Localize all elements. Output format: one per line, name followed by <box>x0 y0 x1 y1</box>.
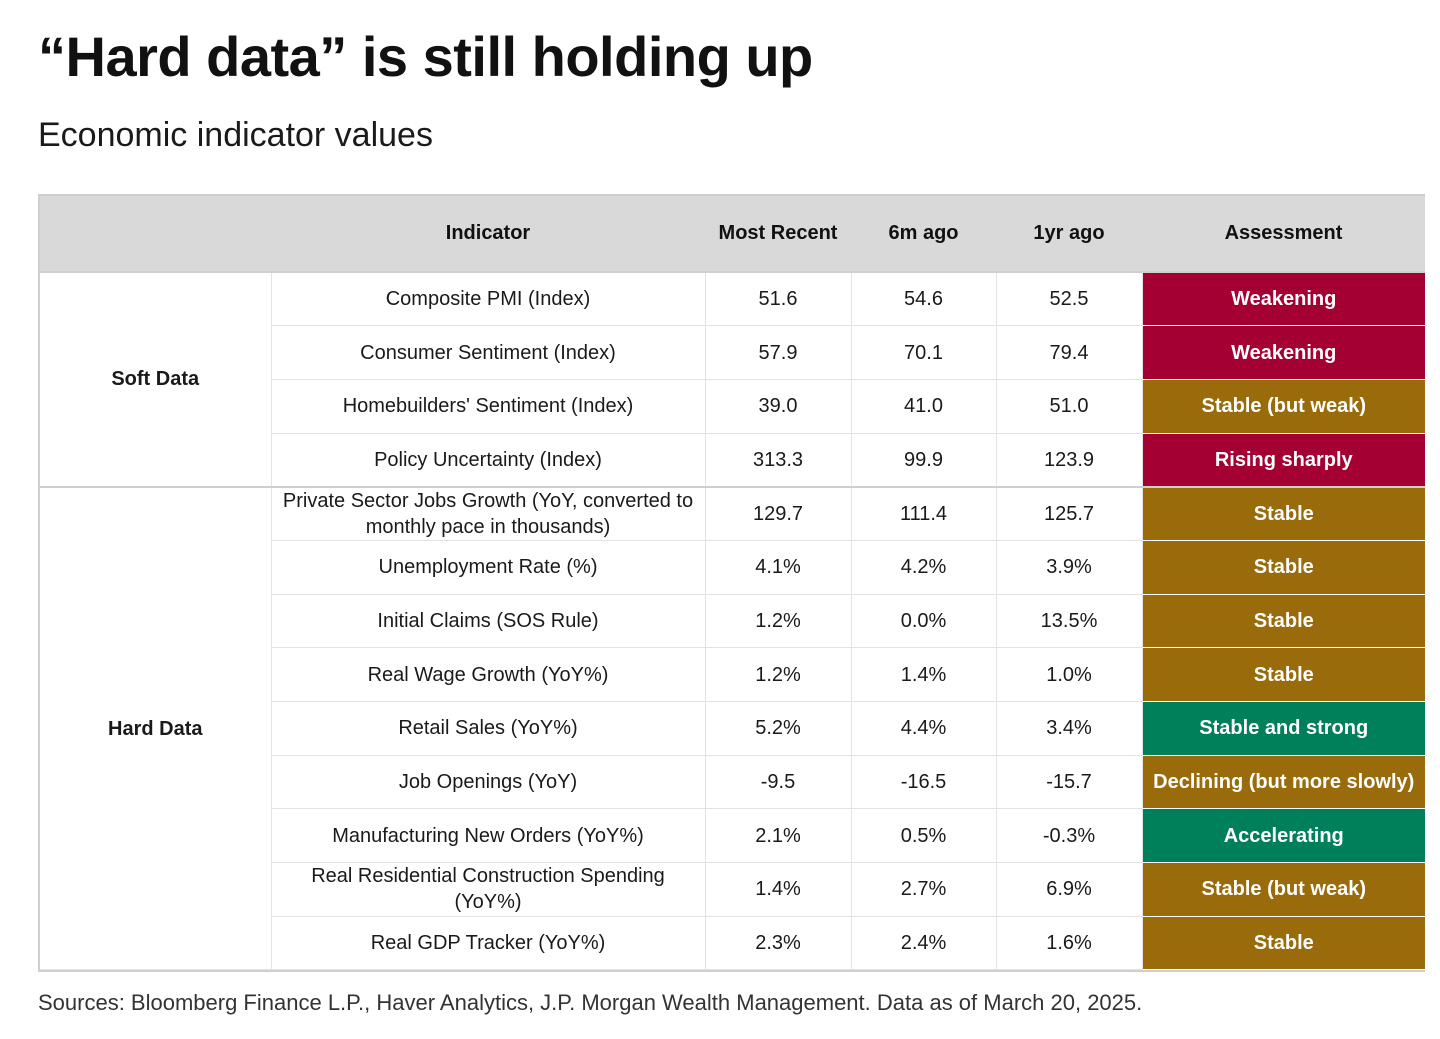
one-year-ago-cell: 51.0 <box>996 379 1143 434</box>
table-row: Job Openings (YoY) -9.5 -16.5 -15.7 Declinin… <box>40 755 1425 810</box>
column-header-6m-ago: 6m ago <box>851 196 996 272</box>
sources-note: Sources: Bloomberg Finance L.P., Haver A… <box>38 990 1143 1015</box>
indicator-cell: Manufacturing New Orders (YoY%) <box>271 808 706 864</box>
assessment-badge: Stable and strong <box>1142 701 1425 756</box>
indicator-cell: Consumer Sentiment (Index) <box>271 325 706 380</box>
most-recent-cell: 39.0 <box>705 379 852 434</box>
assessment-badge: Stable <box>1142 594 1425 649</box>
six-months-ago-cell: 111.4 <box>851 485 997 541</box>
one-year-ago-cell: -15.7 <box>996 755 1143 810</box>
assessment-badge: Stable <box>1142 485 1425 541</box>
group-label-soft-data: Soft Data <box>40 271 272 488</box>
one-year-ago-cell: 125.7 <box>996 485 1143 541</box>
six-months-ago-cell: 4.2% <box>851 540 997 595</box>
six-months-ago-cell: 0.0% <box>851 594 997 649</box>
most-recent-cell: -9.5 <box>705 755 852 810</box>
one-year-ago-cell: 52.5 <box>996 271 1143 327</box>
six-months-ago-cell: 2.4% <box>851 916 997 971</box>
most-recent-cell: 129.7 <box>705 485 852 541</box>
group-label-hard-data: Hard Data <box>40 485 272 971</box>
indicator-cell: Composite PMI (Index) <box>271 271 706 327</box>
table-row: Hard Data Private Sector Jobs Growth (YoY… <box>40 485 1425 971</box>
most-recent-cell: 51.6 <box>705 271 852 327</box>
most-recent-cell: 2.1% <box>705 808 852 864</box>
one-year-ago-cell: 13.5% <box>996 594 1143 649</box>
table-row: Policy Uncertainty (Index) 313.3 99.9 123.9… <box>40 433 1425 488</box>
most-recent-cell: 57.9 <box>705 325 852 380</box>
one-year-ago-cell: 6.9% <box>996 862 1143 917</box>
table-body: Soft Data Composite PMI (Index) 51.6 54.6 52… <box>40 271 1425 971</box>
column-header-indicator: Indicator <box>271 196 705 272</box>
indicator-cell: Unemployment Rate (%) <box>271 540 706 595</box>
column-header-most-recent: Most Recent <box>705 196 851 272</box>
indicator-cell: Private Sector Jobs Growth (YoY, convert… <box>271 485 706 541</box>
chart-subtitle: Economic indicator values <box>38 116 433 154</box>
most-recent-cell: 4.1% <box>705 540 852 595</box>
table-row: Unemployment Rate (%) 4.1% 4.2% 3.9% Stable <box>40 540 1425 595</box>
indicator-table: Indicator Most Recent 6m ago 1yr ago Ass… <box>38 194 1425 973</box>
one-year-ago-cell: 123.9 <box>996 433 1143 488</box>
most-recent-cell: 2.3% <box>705 916 852 971</box>
table-row: Consumer Sentiment (Index) 57.9 70.1 79.4 We… <box>40 325 1425 380</box>
six-months-ago-cell: 1.4% <box>851 647 997 702</box>
assessment-badge: Stable (but weak) <box>1142 379 1425 434</box>
table-row: Real Wage Growth (YoY%) 1.2% 1.4% 1.0% Stabl… <box>40 647 1425 702</box>
table-row: Initial Claims (SOS Rule) 1.2% 0.0% 13.5% St… <box>40 594 1425 649</box>
indicator-cell: Real Wage Growth (YoY%) <box>271 647 706 702</box>
six-months-ago-cell: 54.6 <box>851 271 997 327</box>
chart-title: “Hard data” is still holding up <box>38 25 813 88</box>
assessment-badge: Stable (but weak) <box>1142 862 1425 917</box>
table-row: Manufacturing New Orders (YoY%) 2.1% 0.5% -… <box>40 808 1425 864</box>
assessment-badge: Stable <box>1142 540 1425 595</box>
one-year-ago-cell: 3.9% <box>996 540 1143 595</box>
assessment-badge: Weakening <box>1142 271 1425 327</box>
table-row: Homebuilders' Sentiment (Index) 39.0 41.0 5… <box>40 379 1425 434</box>
column-header-group <box>40 196 271 272</box>
column-header-assessment: Assessment <box>1142 196 1425 272</box>
indicator-cell: Real GDP Tracker (YoY%) <box>271 916 706 971</box>
assessment-badge: Rising sharply <box>1142 433 1425 488</box>
indicator-cell: Retail Sales (YoY%) <box>271 701 706 756</box>
assessment-badge: Stable <box>1142 916 1425 971</box>
six-months-ago-cell: 70.1 <box>851 325 997 380</box>
most-recent-cell: 1.2% <box>705 647 852 702</box>
one-year-ago-cell: -0.3% <box>996 808 1143 864</box>
one-year-ago-cell: 1.6% <box>996 916 1143 971</box>
table-row: Soft Data Composite PMI (Index) 51.6 54.6 52… <box>40 271 1425 488</box>
column-header-1yr-ago: 1yr ago <box>996 196 1142 272</box>
most-recent-cell: 313.3 <box>705 433 852 488</box>
table-row: Real Residential Construction Spending (… <box>40 862 1425 917</box>
table-header-row: Indicator Most Recent 6m ago 1yr ago Ass… <box>40 196 1425 272</box>
table-row: Retail Sales (YoY%) 5.2% 4.4% 3.4% Stable an… <box>40 701 1425 756</box>
assessment-badge: Weakening <box>1142 325 1425 380</box>
six-months-ago-cell: 4.4% <box>851 701 997 756</box>
indicator-cell: Real Residential Construction Spending (… <box>271 862 706 917</box>
six-months-ago-cell: 99.9 <box>851 433 997 488</box>
assessment-badge: Stable <box>1142 647 1425 702</box>
indicator-cell: Policy Uncertainty (Index) <box>271 433 706 488</box>
six-months-ago-cell: 0.5% <box>851 808 997 864</box>
assessment-badge: Accelerating <box>1142 808 1425 864</box>
most-recent-cell: 1.2% <box>705 594 852 649</box>
one-year-ago-cell: 79.4 <box>996 325 1143 380</box>
indicator-cell: Initial Claims (SOS Rule) <box>271 594 706 649</box>
indicator-cell: Job Openings (YoY) <box>271 755 706 810</box>
most-recent-cell: 1.4% <box>705 862 852 917</box>
assessment-badge: Declining (but more slowly) <box>1142 755 1425 810</box>
six-months-ago-cell: 41.0 <box>851 379 997 434</box>
table-row: Real GDP Tracker (YoY%) 2.3% 2.4% 1.6% Stabl… <box>40 916 1425 971</box>
six-months-ago-cell: 2.7% <box>851 862 997 917</box>
six-months-ago-cell: -16.5 <box>851 755 997 810</box>
one-year-ago-cell: 3.4% <box>996 701 1143 756</box>
indicator-cell: Homebuilders' Sentiment (Index) <box>271 379 706 434</box>
most-recent-cell: 5.2% <box>705 701 852 756</box>
one-year-ago-cell: 1.0% <box>996 647 1143 702</box>
